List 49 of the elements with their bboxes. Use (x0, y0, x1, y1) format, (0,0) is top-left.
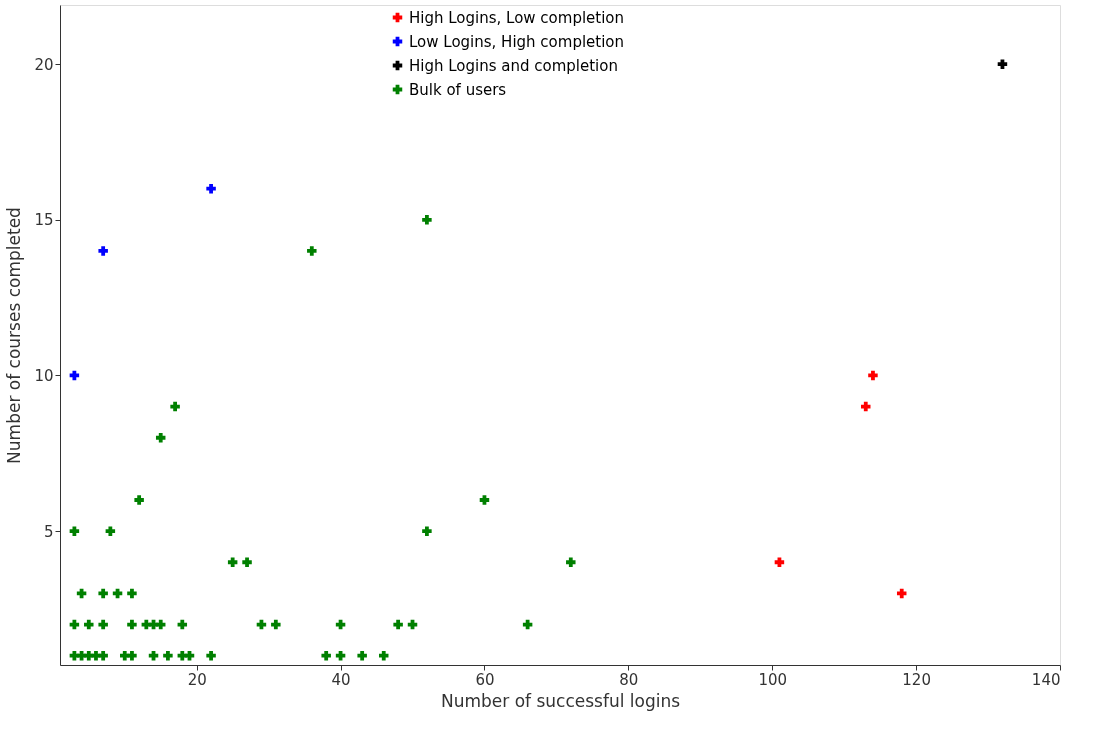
point (357, 650, 367, 661)
point (69, 526, 80, 536)
point (307, 246, 317, 256)
point (242, 557, 252, 568)
point (479, 495, 490, 505)
x-tick-label: 100 (758, 670, 788, 689)
point (127, 588, 137, 599)
point (422, 215, 432, 225)
point (105, 526, 116, 536)
y-axis-title: Number of courses completed (4, 207, 25, 464)
point (206, 183, 216, 194)
x-tick-label: 40 (331, 670, 351, 689)
x-tick-label: 60 (475, 670, 495, 689)
point (321, 650, 331, 661)
point (134, 495, 144, 505)
point (98, 619, 108, 630)
point (271, 619, 281, 630)
point (98, 246, 108, 256)
x-tick-label: 80 (619, 670, 639, 689)
point (163, 650, 173, 661)
point (868, 370, 878, 381)
point (155, 432, 166, 443)
point (206, 650, 216, 661)
x-tick-label: 140 (1031, 670, 1061, 689)
point (896, 588, 907, 599)
x-tick-label: 20 (187, 670, 207, 689)
y-tick-label: 20 (34, 55, 54, 74)
point (379, 650, 389, 661)
point (98, 588, 108, 599)
point (84, 619, 94, 630)
legend-label: Bulk of users (409, 80, 507, 99)
point (98, 650, 108, 661)
point (227, 557, 238, 568)
y-tick-label: 10 (34, 366, 54, 385)
legend-label: Low Logins, High completion (409, 32, 625, 51)
point (566, 557, 576, 568)
legend-label: High Logins, Low completion (409, 8, 625, 27)
point (997, 59, 1008, 69)
y-tick-label: 5 (43, 522, 54, 541)
x-tick-label: 120 (902, 670, 931, 689)
point (861, 401, 871, 412)
point (422, 526, 432, 536)
point (127, 619, 137, 630)
point (170, 401, 180, 412)
x-axis-title: Number of successful logins (440, 690, 681, 711)
legend-label: High Logins and completion (409, 56, 618, 75)
y-tick-label: 15 (34, 211, 54, 230)
point (127, 650, 137, 661)
point (393, 619, 403, 630)
